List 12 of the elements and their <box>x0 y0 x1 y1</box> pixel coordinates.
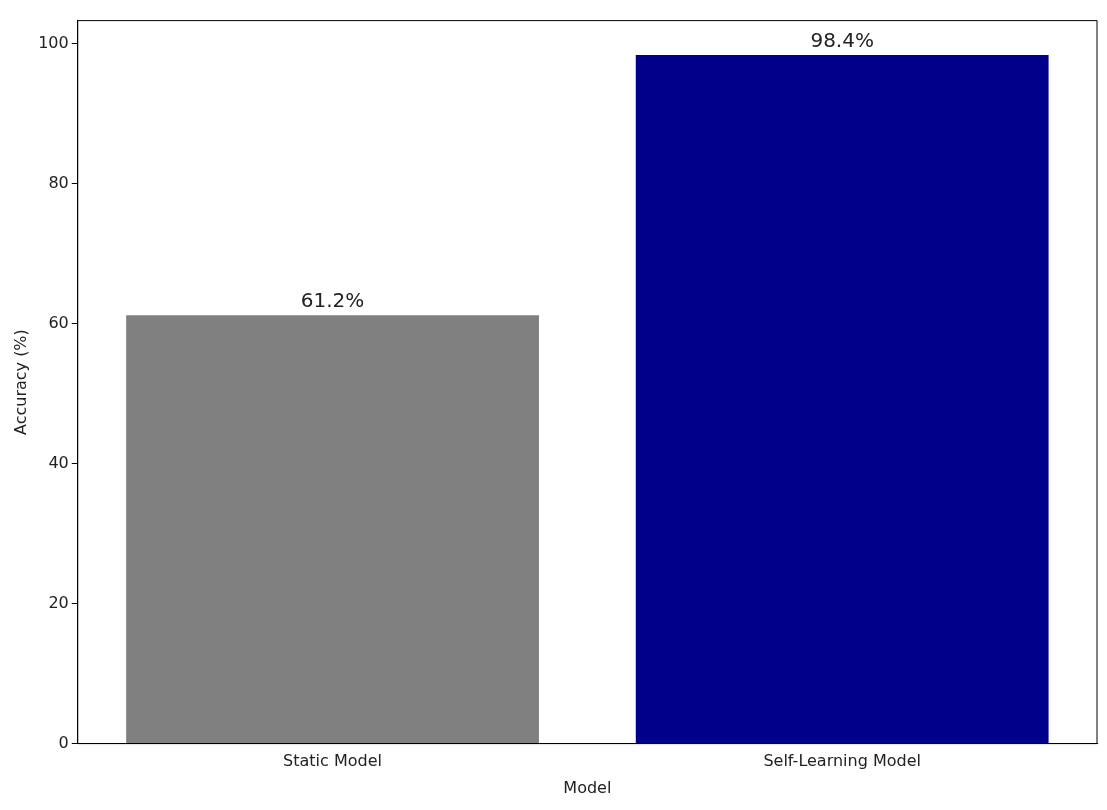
x-tick-label: Self-Learning Model <box>763 751 921 771</box>
y-tick-label: 80 <box>48 172 69 192</box>
x-axis-title: Model <box>563 777 612 797</box>
y-tick-label: 100 <box>38 32 69 52</box>
y-tick-label: 20 <box>48 592 69 612</box>
y-tick-label: 40 <box>48 452 69 472</box>
y-axis-title: Accuracy (%) <box>10 329 30 436</box>
data-label: 61.2% <box>300 288 365 313</box>
x-tick-label: Static Model <box>283 751 382 771</box>
y-tick-label: 0 <box>58 732 69 752</box>
y-tick-label: 60 <box>48 312 69 332</box>
data-label: 98.4% <box>810 28 874 53</box>
